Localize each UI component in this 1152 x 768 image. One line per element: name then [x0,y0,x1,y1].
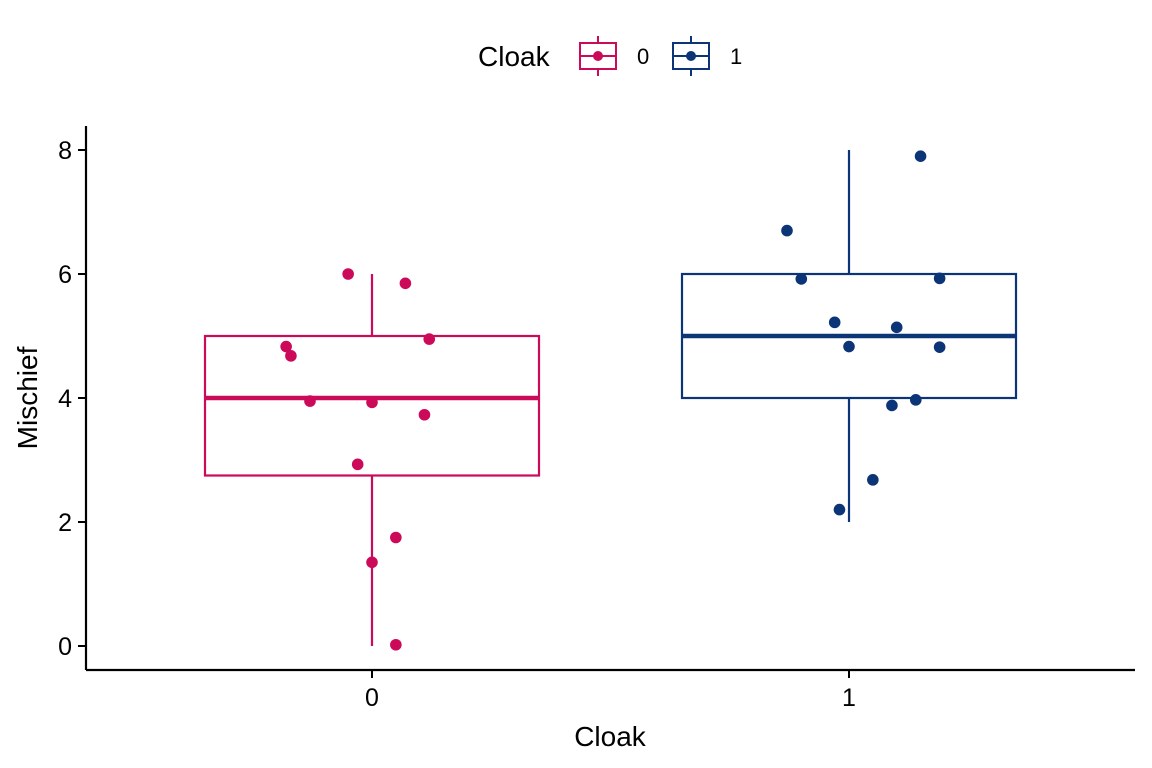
data-point [366,556,378,569]
y-ticks: 0 2 4 6 8 [58,137,86,661]
data-point [867,474,879,486]
data-point [833,503,846,516]
data-point [351,458,364,471]
data-point [366,396,378,409]
data-point [843,340,855,353]
data-point [781,224,793,237]
data-point [914,150,927,162]
data-point [390,531,402,544]
data-point [423,333,436,345]
box-group-0 [203,268,541,651]
data-point [828,316,841,329]
y-tick-label: 6 [58,261,72,289]
y-axis-title: Mischief [12,346,43,449]
data-point [909,394,922,406]
data-point [933,272,946,285]
legend-dot [593,51,603,61]
legend-label: 1 [730,44,742,69]
legend-key-0: 0 [579,36,649,76]
data-point [342,268,354,280]
box-group-1 [680,150,1018,522]
y-axis: 0 2 4 6 8 Mischief [12,126,88,670]
plot-area [203,150,1018,651]
y-tick-label: 2 [58,509,72,537]
data-point [280,340,292,353]
data-point [304,395,316,407]
x-axis-title: Cloak [574,721,647,752]
data-point [390,638,402,651]
data-point [795,273,808,285]
data-point [933,341,946,353]
data-point [886,399,898,412]
legend-label: 0 [637,44,649,69]
y-tick-label: 0 [58,633,72,661]
x-tick-label: 0 [365,684,379,712]
x-tick-label: 1 [842,684,856,712]
data-point [418,408,431,421]
data-point [285,350,297,362]
legend-key-1: 1 [672,36,742,76]
y-tick-label: 4 [58,385,72,413]
y-tick-label: 8 [58,137,72,165]
legend-title: Cloak [478,41,551,72]
legend-dot [686,51,696,61]
data-point [399,277,412,290]
data-point [890,321,903,334]
